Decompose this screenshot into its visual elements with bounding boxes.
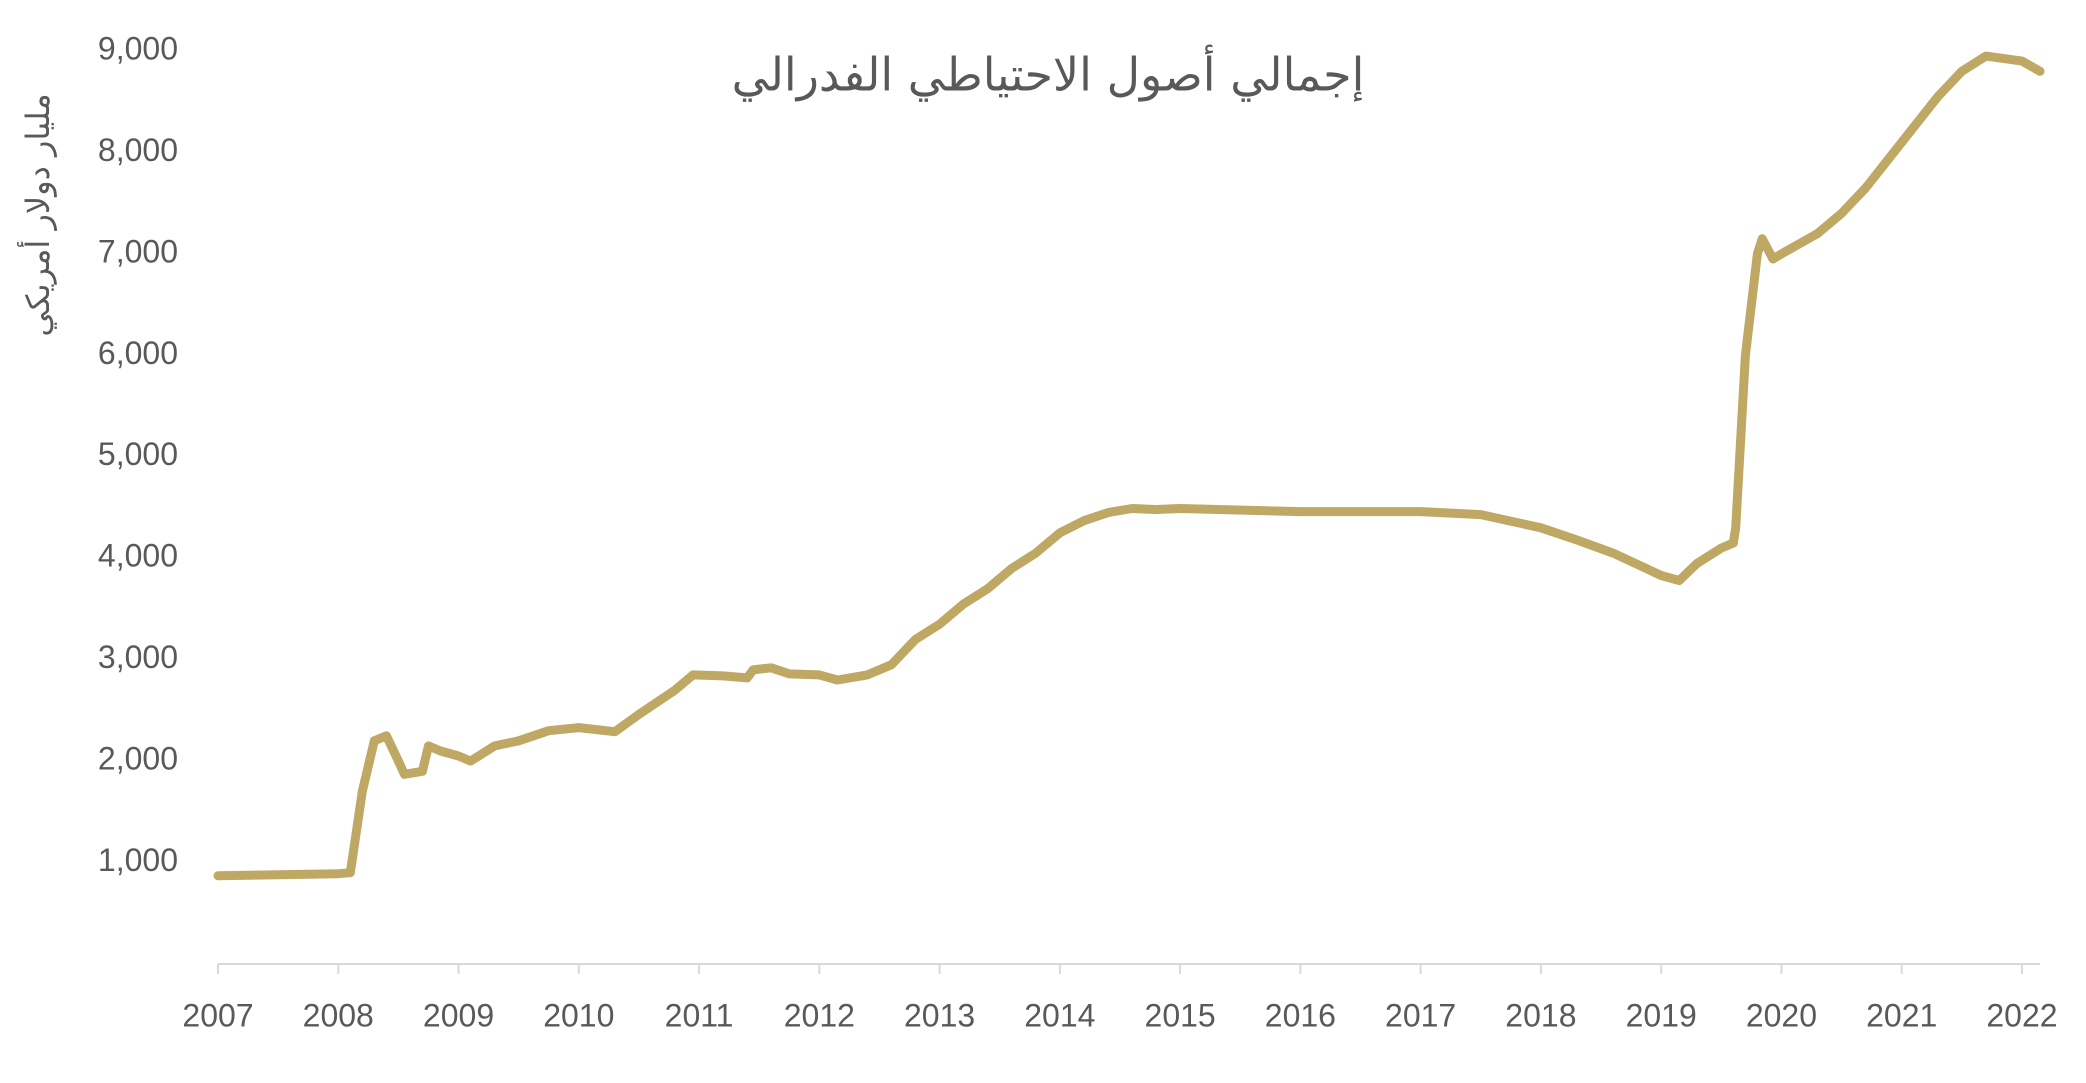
x-tick-label: 2009 bbox=[423, 997, 494, 1033]
x-tick-label: 2017 bbox=[1385, 997, 1456, 1033]
x-tick-label: 2019 bbox=[1626, 997, 1697, 1033]
y-tick-label: 4,000 bbox=[98, 538, 178, 574]
x-tick-label: 2012 bbox=[784, 997, 855, 1033]
x-tick-label: 2014 bbox=[1024, 997, 1095, 1033]
y-tick-label: 7,000 bbox=[98, 233, 178, 269]
y-tick-label: 1,000 bbox=[98, 842, 178, 878]
y-axis-title: مليار دولار أمريكي bbox=[17, 93, 57, 336]
x-tick-label: 2021 bbox=[1866, 997, 1937, 1033]
y-tick-label: 6,000 bbox=[98, 335, 178, 371]
x-tick-label: 2020 bbox=[1746, 997, 1817, 1033]
data-line bbox=[213, 51, 2045, 881]
y-tick-label: 5,000 bbox=[98, 436, 178, 472]
x-tick-label: 2008 bbox=[303, 997, 374, 1033]
x-tick-label: 2013 bbox=[904, 997, 975, 1033]
chart-title: إجمالي أصول الاحتياطي الفدرالي bbox=[732, 45, 1365, 103]
x-tick-label: 2011 bbox=[665, 997, 734, 1033]
y-tick-label: 8,000 bbox=[98, 132, 178, 168]
x-tick-label: 2010 bbox=[543, 997, 614, 1033]
x-tick-label: 2022 bbox=[1986, 997, 2057, 1033]
x-tick-label: 2018 bbox=[1505, 997, 1576, 1033]
x-tick-label: 2016 bbox=[1265, 997, 1336, 1033]
y-tick-label: 3,000 bbox=[98, 639, 178, 675]
y-tick-label: 9,000 bbox=[98, 30, 178, 66]
y-tick-label: 2,000 bbox=[98, 741, 178, 777]
x-tick-label: 2007 bbox=[182, 997, 253, 1033]
x-tick-label: 2015 bbox=[1145, 997, 1216, 1033]
